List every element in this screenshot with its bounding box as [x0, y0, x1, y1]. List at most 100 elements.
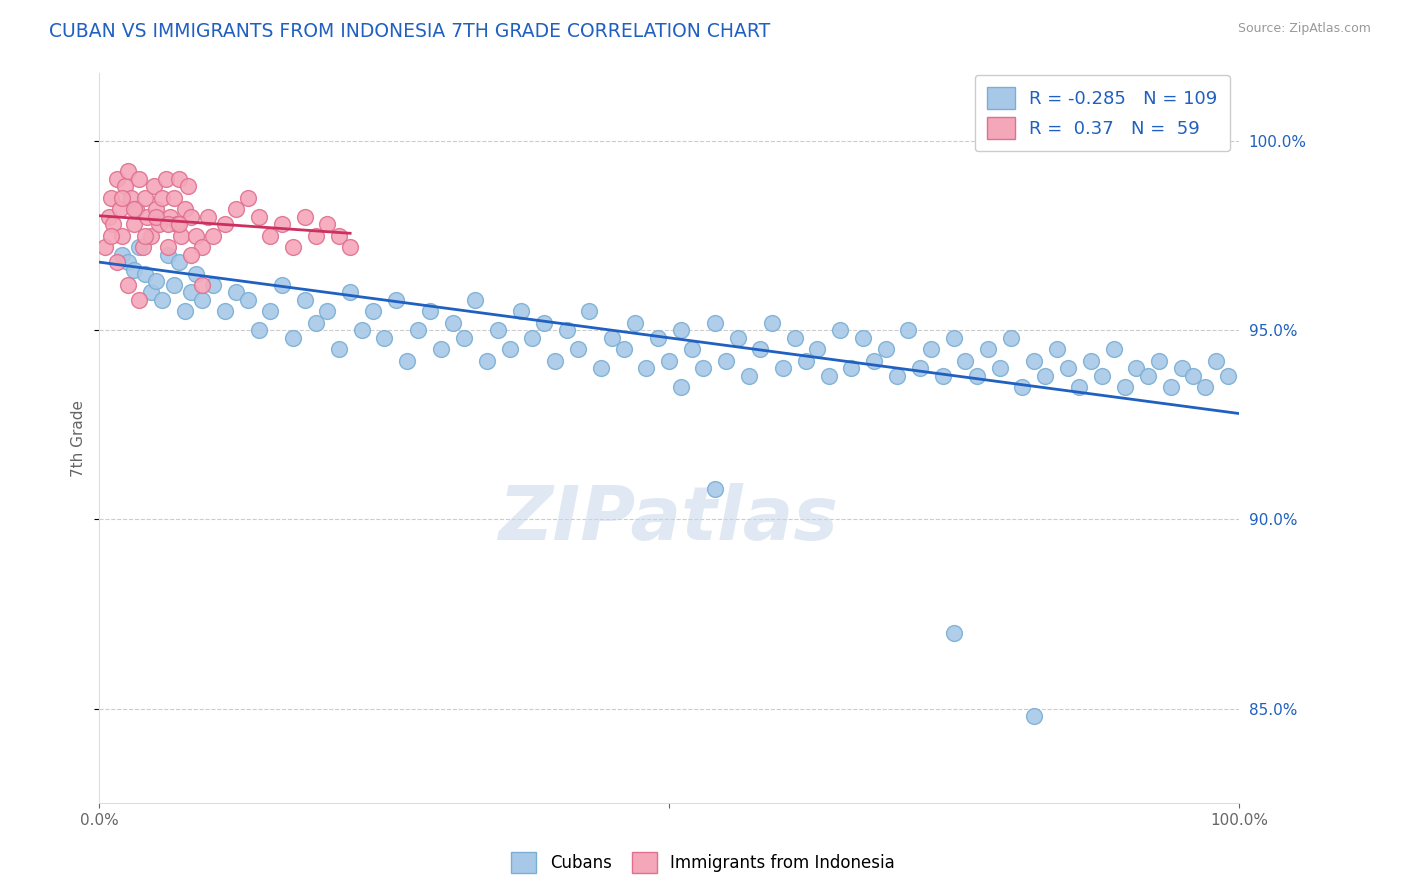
Point: [214, 217, 236, 231]
Point: [202, 277, 225, 292]
Point: [647, 331, 669, 345]
Point: [339, 240, 361, 254]
Point: [186, 228, 208, 243]
Point: [636, 361, 658, 376]
Point: [117, 255, 139, 269]
Point: [1205, 353, 1227, 368]
Point: [350, 323, 373, 337]
Point: [1194, 380, 1216, 394]
Y-axis label: 7th Grade: 7th Grade: [72, 400, 86, 476]
Point: [117, 164, 139, 178]
Point: [1182, 368, 1205, 383]
Point: [148, 217, 170, 231]
Point: [977, 342, 1000, 356]
Point: [669, 380, 692, 394]
Point: [180, 210, 202, 224]
Point: [162, 191, 184, 205]
Point: [132, 240, 155, 254]
Point: [714, 353, 737, 368]
Point: [134, 191, 156, 205]
Point: [145, 274, 167, 288]
Point: [1069, 380, 1091, 394]
Point: [1160, 380, 1182, 394]
Point: [624, 316, 647, 330]
Point: [125, 202, 148, 217]
Point: [174, 202, 197, 217]
Point: [270, 217, 292, 231]
Point: [361, 304, 384, 318]
Point: [247, 323, 270, 337]
Point: [94, 240, 117, 254]
Point: [134, 228, 156, 243]
Point: [988, 361, 1011, 376]
Point: [202, 228, 225, 243]
Point: [139, 285, 162, 300]
Legend: R = -0.285   N = 109, R =  0.37   N =  59: R = -0.285 N = 109, R = 0.37 N = 59: [974, 75, 1230, 152]
Point: [270, 277, 292, 292]
Point: [897, 323, 920, 337]
Point: [128, 293, 150, 307]
Point: [105, 172, 128, 186]
Point: [170, 228, 193, 243]
Point: [316, 217, 339, 231]
Point: [145, 210, 167, 224]
Point: [134, 267, 156, 281]
Text: CUBAN VS IMMIGRANTS FROM INDONESIA 7TH GRADE CORRELATION CHART: CUBAN VS IMMIGRANTS FROM INDONESIA 7TH G…: [49, 22, 770, 41]
Point: [281, 240, 304, 254]
Point: [236, 293, 259, 307]
Point: [1080, 353, 1102, 368]
Point: [150, 191, 173, 205]
Point: [875, 342, 897, 356]
Point: [464, 293, 486, 307]
Point: [316, 304, 339, 318]
Point: [166, 217, 188, 231]
Point: [139, 228, 162, 243]
Point: [1136, 368, 1159, 383]
Point: [920, 342, 942, 356]
Point: [1091, 368, 1114, 383]
Point: [1147, 353, 1170, 368]
Point: [122, 202, 145, 217]
Point: [943, 331, 966, 345]
Point: [1022, 709, 1045, 723]
Point: [111, 191, 134, 205]
Point: [101, 217, 124, 231]
Point: [749, 342, 772, 356]
Point: [186, 267, 208, 281]
Point: [841, 361, 863, 376]
Text: Source: ZipAtlas.com: Source: ZipAtlas.com: [1237, 22, 1371, 36]
Point: [180, 247, 202, 261]
Point: [475, 353, 498, 368]
Point: [191, 293, 214, 307]
Point: [1000, 331, 1022, 345]
Point: [259, 304, 281, 318]
Point: [486, 323, 509, 337]
Text: ZIPatlas: ZIPatlas: [499, 483, 839, 556]
Point: [328, 342, 350, 356]
Point: [236, 191, 259, 205]
Point: [658, 353, 681, 368]
Point: [128, 240, 150, 254]
Point: [886, 368, 908, 383]
Point: [955, 353, 977, 368]
Point: [498, 342, 520, 356]
Point: [830, 323, 852, 337]
Point: [100, 228, 122, 243]
Point: [772, 361, 794, 376]
Point: [1114, 380, 1136, 394]
Point: [294, 210, 316, 224]
Point: [111, 247, 134, 261]
Point: [174, 304, 197, 318]
Point: [453, 331, 475, 345]
Point: [167, 255, 190, 269]
Point: [143, 179, 166, 194]
Point: [1171, 361, 1194, 376]
Point: [122, 262, 145, 277]
Point: [167, 172, 190, 186]
Point: [1125, 361, 1147, 376]
Point: [966, 368, 988, 383]
Point: [600, 331, 623, 345]
Point: [794, 353, 817, 368]
Point: [533, 316, 555, 330]
Point: [156, 247, 179, 261]
